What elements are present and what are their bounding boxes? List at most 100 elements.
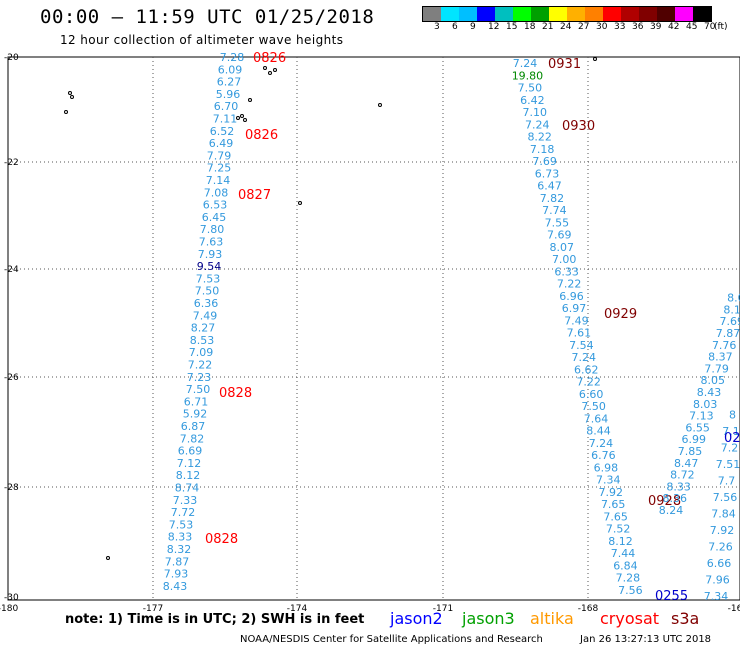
island-dot bbox=[378, 103, 382, 107]
track2-swh-value: 6.60 bbox=[579, 388, 604, 401]
island-dot bbox=[243, 118, 247, 122]
lat-label: -28 bbox=[4, 483, 19, 493]
island-dot bbox=[593, 57, 597, 61]
track4-swh-value: 7.1 bbox=[722, 425, 740, 438]
track4-swh-value: 7.7 bbox=[718, 475, 736, 488]
island-dot bbox=[64, 110, 68, 114]
island-dot bbox=[263, 66, 267, 70]
satellite-name-altika: altika bbox=[530, 609, 574, 628]
legend-swatch bbox=[603, 7, 621, 21]
track3-swh-value: 6.99 bbox=[682, 433, 707, 446]
track2-swh-value: 7.22 bbox=[557, 278, 582, 291]
track2-swh-value: 6.76 bbox=[591, 449, 616, 462]
track1-time-label: 0827 bbox=[238, 188, 271, 203]
track1-swh-value: 7.87 bbox=[165, 555, 190, 568]
track2-swh-value: 7.22 bbox=[576, 376, 601, 389]
track2-swh-value: 8.22 bbox=[527, 131, 552, 144]
track1-swh-value: 8.27 bbox=[191, 322, 216, 335]
track1-swh-value: 6.53 bbox=[203, 199, 228, 212]
island-dot bbox=[236, 116, 240, 120]
legend-label: 12 bbox=[488, 22, 500, 32]
legend-label: 39 bbox=[650, 22, 662, 32]
track1-time-label: 0828 bbox=[205, 532, 238, 547]
track3-swh-value: 8.24 bbox=[659, 504, 684, 517]
map-subtitle: 12 hour collection of altimeter wave hei… bbox=[60, 33, 344, 47]
track1-swh-value: 6.71 bbox=[184, 395, 209, 408]
track1-swh-value: 7.72 bbox=[171, 506, 196, 519]
map-title: 00:00 – 11:59 UTC 01/25/2018 bbox=[40, 6, 375, 28]
track2-swh-value: 8.44 bbox=[586, 425, 611, 438]
island-dot bbox=[70, 95, 74, 99]
track4-swh-value: 7.51 bbox=[716, 458, 740, 471]
lat-label: -20 bbox=[4, 53, 19, 63]
track3-swh-value: 8.37 bbox=[708, 351, 733, 364]
island-dot bbox=[68, 91, 72, 95]
legend-swatch bbox=[639, 7, 657, 21]
legend-label: 9 bbox=[470, 22, 476, 32]
track1-swh-value: 6.49 bbox=[209, 137, 234, 150]
lat-label: -22 bbox=[4, 158, 19, 168]
track1-swh-value: 7.80 bbox=[200, 223, 225, 236]
color-legend-labels: 3 6 9 12 15 18 21 24 27 30 33 36 39 42 45 70 (ft) bbox=[422, 22, 740, 34]
track1-swh-value: 6.87 bbox=[181, 420, 206, 433]
track2-swh-value: 7.82 bbox=[540, 192, 565, 205]
lon-label: -177 bbox=[143, 604, 163, 614]
track1-swh-value: 8.32 bbox=[167, 543, 192, 556]
island-dot bbox=[273, 68, 277, 72]
lon-label: -174 bbox=[287, 604, 308, 614]
legend-swatch bbox=[675, 7, 693, 21]
track2-swh-value: 6.47 bbox=[537, 180, 562, 193]
legend-swatch bbox=[585, 7, 603, 21]
track1-swh-value: 7.63 bbox=[199, 236, 224, 249]
legend-label: 21 bbox=[542, 22, 554, 32]
track1-swh-value: 6.52 bbox=[210, 125, 235, 138]
generated-date: Jan 26 13:27:13 UTC 2018 bbox=[580, 634, 712, 645]
legend-swatch bbox=[477, 7, 495, 21]
legend-swatch bbox=[657, 7, 675, 21]
track2-swh-value: 7.61 bbox=[567, 327, 592, 340]
track2-swh-value: 7.64 bbox=[584, 412, 609, 425]
track1-swh-value: 8.33 bbox=[168, 531, 193, 544]
track3-swh-value: 8.36 bbox=[663, 492, 688, 505]
track2-time-label: 0928 bbox=[648, 494, 681, 509]
legend-swatch bbox=[459, 7, 477, 21]
track2-time-label: 0930 bbox=[562, 119, 595, 134]
track2-swh-value: 19.80 bbox=[512, 69, 544, 82]
track1-swh-value: 6.09 bbox=[218, 63, 243, 76]
track2-swh-value: 7.10 bbox=[523, 106, 548, 119]
track2-swh-value: 7.92 bbox=[599, 486, 624, 499]
legend-swatch bbox=[441, 7, 459, 21]
map-frame bbox=[7, 56, 740, 601]
track2-swh-value: 7.56 bbox=[618, 584, 643, 597]
track1-swh-value: 7.23 bbox=[187, 371, 212, 384]
track2-swh-value: 6.97 bbox=[562, 302, 587, 315]
track1-swh-value: 8.74 bbox=[175, 482, 200, 495]
track1-swh-value: 5.92 bbox=[183, 408, 208, 421]
legend-label: 70 bbox=[704, 22, 716, 32]
track1-swh-value: 6.45 bbox=[202, 211, 227, 224]
track3-swh-value: 7.79 bbox=[704, 362, 729, 375]
track4-swh-value: 7.2 bbox=[721, 442, 739, 455]
legend-swatch bbox=[621, 7, 639, 21]
track3-swh-value: 8.05 bbox=[701, 374, 726, 387]
lat-label: -30 bbox=[4, 593, 19, 603]
track1-swh-value: 7.25 bbox=[207, 162, 232, 175]
track3-swh-value: 8.09 bbox=[727, 292, 740, 305]
legend-label: 3 bbox=[434, 22, 440, 32]
track2-swh-value: 7.24 bbox=[513, 57, 538, 70]
island-dot bbox=[240, 114, 244, 118]
track1-swh-value: 7.53 bbox=[196, 272, 221, 285]
track2-swh-value: 7.18 bbox=[530, 143, 555, 156]
track2-swh-value: 7.65 bbox=[601, 498, 626, 511]
satellite-name-jason2: jason2 bbox=[390, 609, 443, 628]
track2-swh-value: 7.52 bbox=[606, 523, 631, 536]
legend-label: 30 bbox=[596, 22, 608, 32]
satellite-name-cryosat: cryosat bbox=[600, 609, 660, 628]
legend-swatch bbox=[567, 7, 585, 21]
track2-swh-value: 8.07 bbox=[550, 241, 575, 254]
track1-swh-value: 7.09 bbox=[189, 346, 214, 359]
legend-swatch bbox=[423, 7, 441, 21]
track2-swh-value: 7.24 bbox=[525, 118, 550, 131]
track4-swh-value: 7.26 bbox=[708, 541, 733, 554]
